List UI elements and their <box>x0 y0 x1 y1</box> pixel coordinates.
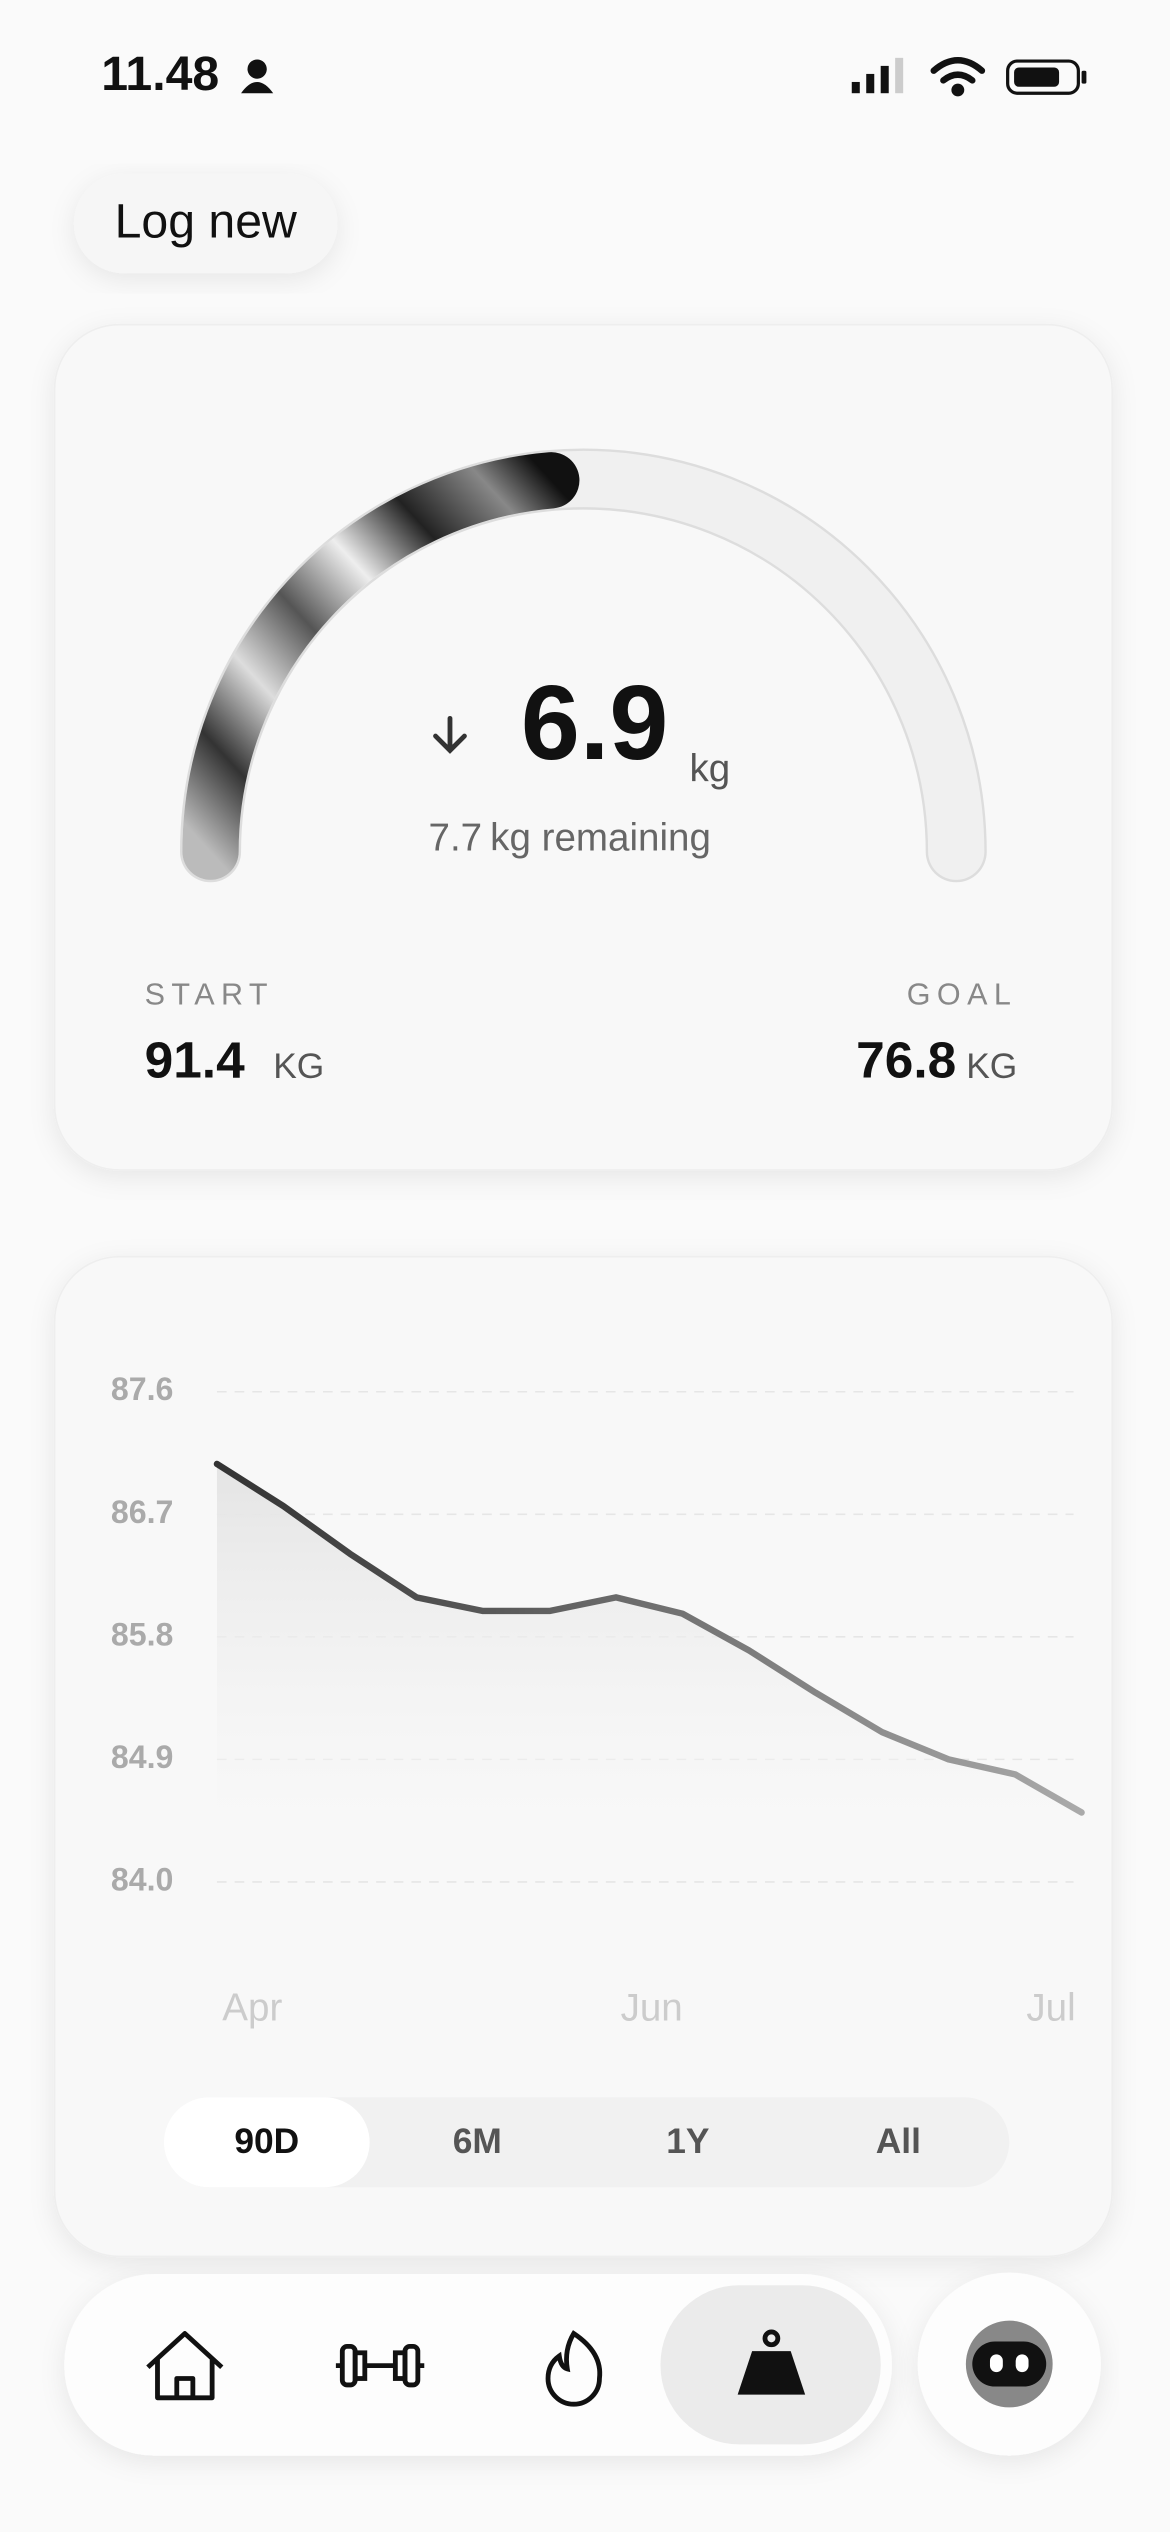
y-tick-label: 85.8 <box>111 1616 174 1652</box>
tab[interactable]: 6M <box>453 2122 502 2161</box>
flame-icon[interactable] <box>545 2330 603 2407</box>
button-bg[interactable] <box>73 173 338 274</box>
tab[interactable]: 1Y <box>666 2122 709 2161</box>
battery-icon <box>1006 59 1087 95</box>
remaining-value: 7.7 <box>429 817 483 860</box>
weight-icon[interactable] <box>737 2329 806 2395</box>
down-arrow <box>433 715 467 754</box>
log-new-button[interactable]: Log new <box>73 173 338 274</box>
lost-value: 6.9 <box>521 664 668 782</box>
x-label: Apr <box>222 1987 282 2030</box>
tabs: 90D 6M 1Y All <box>163 2097 921 2188</box>
button-label[interactable]: Log new <box>115 195 297 249</box>
goal-label: GOAL <box>907 977 1018 1011</box>
area <box>216 1463 1082 1834</box>
y-tick-label: 87.6 <box>111 1371 174 1407</box>
clock: 11.48 <box>101 47 219 101</box>
goal-value: 76.8 <box>856 1030 956 1088</box>
gauge-progress <box>182 452 580 880</box>
tab-selected-bg[interactable] <box>163 2097 370 2188</box>
start-label: START <box>145 977 274 1011</box>
goal-unit: KG <box>966 1047 1017 1086</box>
tab[interactable]: All <box>876 2122 921 2161</box>
tab[interactable]: 90D <box>234 2122 299 2161</box>
start-unit: KG <box>273 1047 324 1086</box>
signal-icon <box>851 57 904 94</box>
start-value: 91.4 <box>145 1030 245 1088</box>
dumbbell-icon[interactable] <box>335 2343 425 2388</box>
tab-bar <box>163 2097 1010 2188</box>
x-label: Jun <box>621 1987 683 2030</box>
chart: 87.6 86.7 85.8 84.9 84.0 Apr Jun Jul <box>111 1371 1085 2030</box>
lost-unit: kg <box>689 748 730 791</box>
y-tick-label: 84.9 <box>111 1739 174 1775</box>
x-label: Jul <box>1026 1987 1075 2030</box>
y-tick-label: 84.0 <box>111 1861 174 1897</box>
home-icon[interactable] <box>146 2331 224 2401</box>
wifi-icon <box>930 57 986 97</box>
gauge <box>179 448 987 883</box>
line <box>213 1460 1085 1816</box>
assistant-icon[interactable] <box>965 2320 1053 2408</box>
remaining-text: kg remaining <box>490 817 711 860</box>
person-icon <box>241 59 274 94</box>
y-tick-label: 86.7 <box>111 1494 174 1530</box>
progress-card <box>53 323 1113 1171</box>
